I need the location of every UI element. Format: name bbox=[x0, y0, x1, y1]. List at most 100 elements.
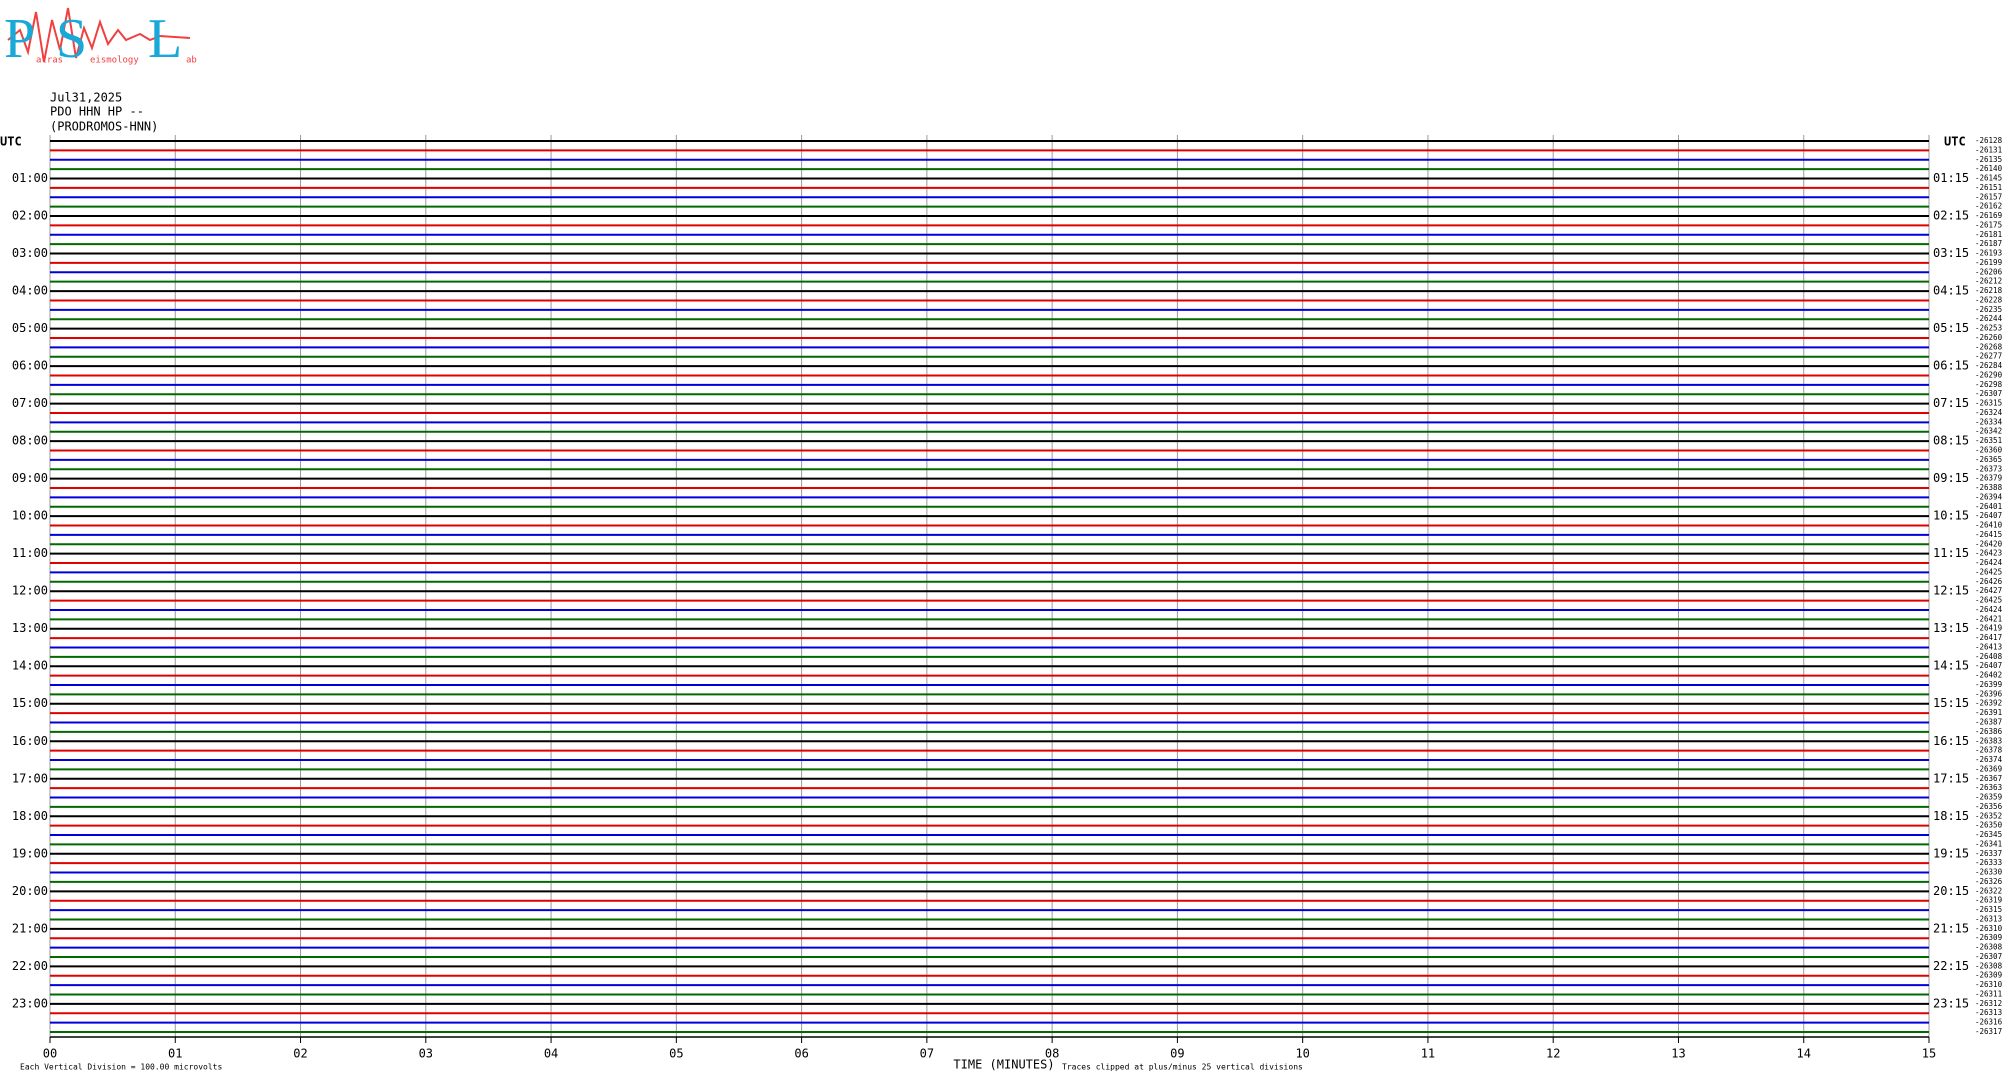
trace-offset-label: -26319 bbox=[1975, 896, 2002, 905]
trace-offset-label: -26277 bbox=[1975, 352, 2002, 361]
trace-offset-label: -26424 bbox=[1975, 605, 2003, 614]
header-site: (PRODROMOS-HNN) bbox=[50, 120, 158, 134]
x-tick-label: 06 bbox=[794, 1047, 808, 1061]
y-tick-label: 12:00 bbox=[12, 584, 48, 598]
y-label-right: UTC bbox=[1944, 135, 1966, 149]
logo-word: ab bbox=[186, 56, 197, 66]
trace-offset-label: -26309 bbox=[1975, 971, 2002, 980]
logo-letter: P bbox=[4, 8, 35, 70]
trace-offset-label: -26206 bbox=[1975, 267, 2003, 276]
y-tick-label: 09:00 bbox=[12, 471, 48, 485]
trace-offset-label: -26427 bbox=[1975, 586, 2002, 595]
y-tick-label-right: 03:15 bbox=[1933, 246, 1969, 260]
trace-offset-label: -26392 bbox=[1975, 699, 2002, 708]
y-tick-label: 07:00 bbox=[12, 396, 48, 410]
trace-offset-label: -26365 bbox=[1975, 455, 2002, 464]
logo: P S L atras eismology ab bbox=[4, 7, 197, 70]
trace-offset-label: -26151 bbox=[1975, 183, 2002, 192]
trace-offset-label: -26420 bbox=[1975, 539, 2003, 548]
trace-offset-label: -26310 bbox=[1975, 980, 2003, 989]
trace-offset-label: -26356 bbox=[1975, 802, 2003, 811]
trace-offset-label: -26342 bbox=[1975, 427, 2002, 436]
x-tick-label: 04 bbox=[544, 1047, 558, 1061]
trace-offset-label: -26350 bbox=[1975, 821, 2003, 830]
y-tick-label-right: 04:15 bbox=[1933, 284, 1969, 298]
trace-offset-label: -26308 bbox=[1975, 961, 2003, 970]
y-tick-label: 03:00 bbox=[12, 246, 48, 260]
trace-offset-label: -26181 bbox=[1975, 230, 2002, 239]
trace-offset-label: -26312 bbox=[1975, 999, 2002, 1008]
x-tick-label: 09 bbox=[1170, 1047, 1184, 1061]
x-tick-label: 07 bbox=[920, 1047, 934, 1061]
trace-offset-label: -26212 bbox=[1975, 277, 2002, 286]
trace-offset-label: -26228 bbox=[1975, 295, 2003, 304]
y-tick-label-right: 17:15 bbox=[1933, 771, 1969, 785]
trace-offset-label: -26330 bbox=[1975, 868, 2003, 877]
x-label: TIME (MINUTES) bbox=[953, 1058, 1054, 1072]
y-tick-label: 05:00 bbox=[12, 321, 48, 335]
header-station: PDO HHN HP -- bbox=[50, 105, 144, 119]
trace-offset-label: -26193 bbox=[1975, 249, 2002, 258]
trace-offset-label: -26307 bbox=[1975, 389, 2002, 398]
y-tick-label-right: 14:15 bbox=[1933, 659, 1969, 673]
logo-waveform bbox=[7, 7, 191, 63]
trace-offset-label: -26378 bbox=[1975, 746, 2003, 755]
trace-offset-label: -26140 bbox=[1975, 164, 2003, 173]
logo-letter: S bbox=[56, 8, 87, 70]
logo-word: eismology bbox=[90, 56, 139, 66]
trace-offset-label: -26244 bbox=[1975, 314, 2003, 323]
trace-offset-label: -26308 bbox=[1975, 943, 2003, 952]
trace-offset-label: -26145 bbox=[1975, 174, 2002, 183]
trace-offset-label: -26369 bbox=[1975, 764, 2002, 773]
note: Traces clipped at plus/minus 25 vertical… bbox=[1062, 1063, 1303, 1072]
x-tick-label: 11 bbox=[1421, 1047, 1435, 1061]
y-tick-label: 02:00 bbox=[12, 209, 48, 223]
y-tick-label-right: 06:15 bbox=[1933, 359, 1969, 373]
trace-offset-label: -26391 bbox=[1975, 708, 2002, 717]
trace-offset-label: -26424 bbox=[1975, 558, 2003, 567]
trace-offset-label: -26383 bbox=[1975, 736, 2002, 745]
trace-offset-label: -26396 bbox=[1975, 689, 2003, 698]
trace-offset-label: -26175 bbox=[1975, 220, 2002, 229]
trace-offset-label: -26363 bbox=[1975, 783, 2002, 792]
trace-offset-label: -26426 bbox=[1975, 577, 2003, 586]
y-tick-label: 14:00 bbox=[12, 659, 48, 673]
y-tick-label: 13:00 bbox=[12, 621, 48, 635]
x-tick-label: 05 bbox=[669, 1047, 683, 1061]
y-tick-label-right: 22:15 bbox=[1933, 959, 1969, 973]
trace-offset-label: -26326 bbox=[1975, 877, 2003, 886]
trace-offset-label: -26373 bbox=[1975, 464, 2002, 473]
trace-offset-label: -26199 bbox=[1975, 258, 2002, 267]
trace-offset-label: -26311 bbox=[1975, 989, 2002, 998]
trace-offset-label: -26415 bbox=[1975, 530, 2002, 539]
trace-offset-label: -26401 bbox=[1975, 502, 2002, 511]
x-tick-label: 01 bbox=[168, 1047, 182, 1061]
trace-offset-label: -26268 bbox=[1975, 342, 2003, 351]
trace-offset-label: -26313 bbox=[1975, 914, 2002, 923]
x-tick-label: 08 bbox=[1045, 1047, 1059, 1061]
x-tick-label: 15 bbox=[1922, 1047, 1936, 1061]
trace-offset-label: -26324 bbox=[1975, 408, 2003, 417]
trace-offset-label: -26386 bbox=[1975, 727, 2003, 736]
y-tick-label-right: 02:15 bbox=[1933, 209, 1969, 223]
trace-offset-label: -26162 bbox=[1975, 202, 2002, 211]
trace-offset-label: -26341 bbox=[1975, 839, 2002, 848]
trace-offset-label: -26359 bbox=[1975, 793, 2002, 802]
trace-offset-label: -26417 bbox=[1975, 633, 2002, 642]
trace-offset-label: -26407 bbox=[1975, 511, 2002, 520]
trace-offset-label: -26413 bbox=[1975, 642, 2002, 651]
trace-offset-label: -26374 bbox=[1975, 755, 2003, 764]
x-tick-label: 03 bbox=[419, 1047, 433, 1061]
trace-offset-label: -26419 bbox=[1975, 624, 2002, 633]
trace-offset-label: -26402 bbox=[1975, 671, 2002, 680]
trace-offset-label: -26317 bbox=[1975, 1027, 2002, 1036]
trace-offset-label: -26260 bbox=[1975, 333, 2003, 342]
y-tick-label: 21:00 bbox=[12, 921, 48, 935]
logo-letter: L bbox=[148, 8, 182, 70]
trace-offset-label: -26235 bbox=[1975, 305, 2002, 314]
trace-offset-label: -26307 bbox=[1975, 952, 2002, 961]
trace-offset-label: -26379 bbox=[1975, 474, 2002, 483]
trace-offset-label: -26387 bbox=[1975, 717, 2002, 726]
y-tick-label: 20:00 bbox=[12, 884, 48, 898]
